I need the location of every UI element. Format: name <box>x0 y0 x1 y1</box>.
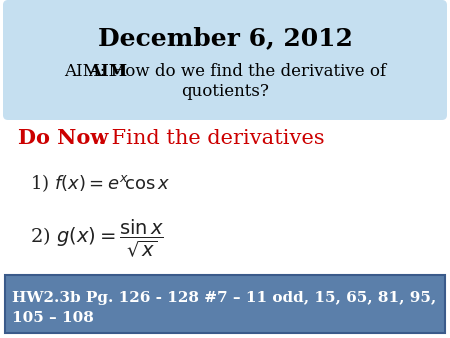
Text: AIM: AIM <box>88 64 127 80</box>
Text: December 6, 2012: December 6, 2012 <box>98 26 352 50</box>
FancyBboxPatch shape <box>3 0 447 120</box>
Text: quotients?: quotients? <box>181 83 269 100</box>
Text: AIM: How do we find the derivative of: AIM: How do we find the derivative of <box>64 64 386 80</box>
Text: HW2.3b Pg. 126 - 128 #7 – 11 odd, 15, 65, 81, 95,
105 – 108: HW2.3b Pg. 126 - 128 #7 – 11 odd, 15, 65… <box>12 291 436 324</box>
Text: Do Now: Do Now <box>18 128 108 148</box>
Text: 2) $g(x) = \dfrac{\sin x}{\sqrt{x}}$: 2) $g(x) = \dfrac{\sin x}{\sqrt{x}}$ <box>30 217 164 259</box>
Text: : Find the derivatives: : Find the derivatives <box>98 128 324 147</box>
Text: 1) $f(x) = e^{x}\!\cos x$: 1) $f(x) = e^{x}\!\cos x$ <box>30 172 170 194</box>
FancyBboxPatch shape <box>5 275 445 333</box>
